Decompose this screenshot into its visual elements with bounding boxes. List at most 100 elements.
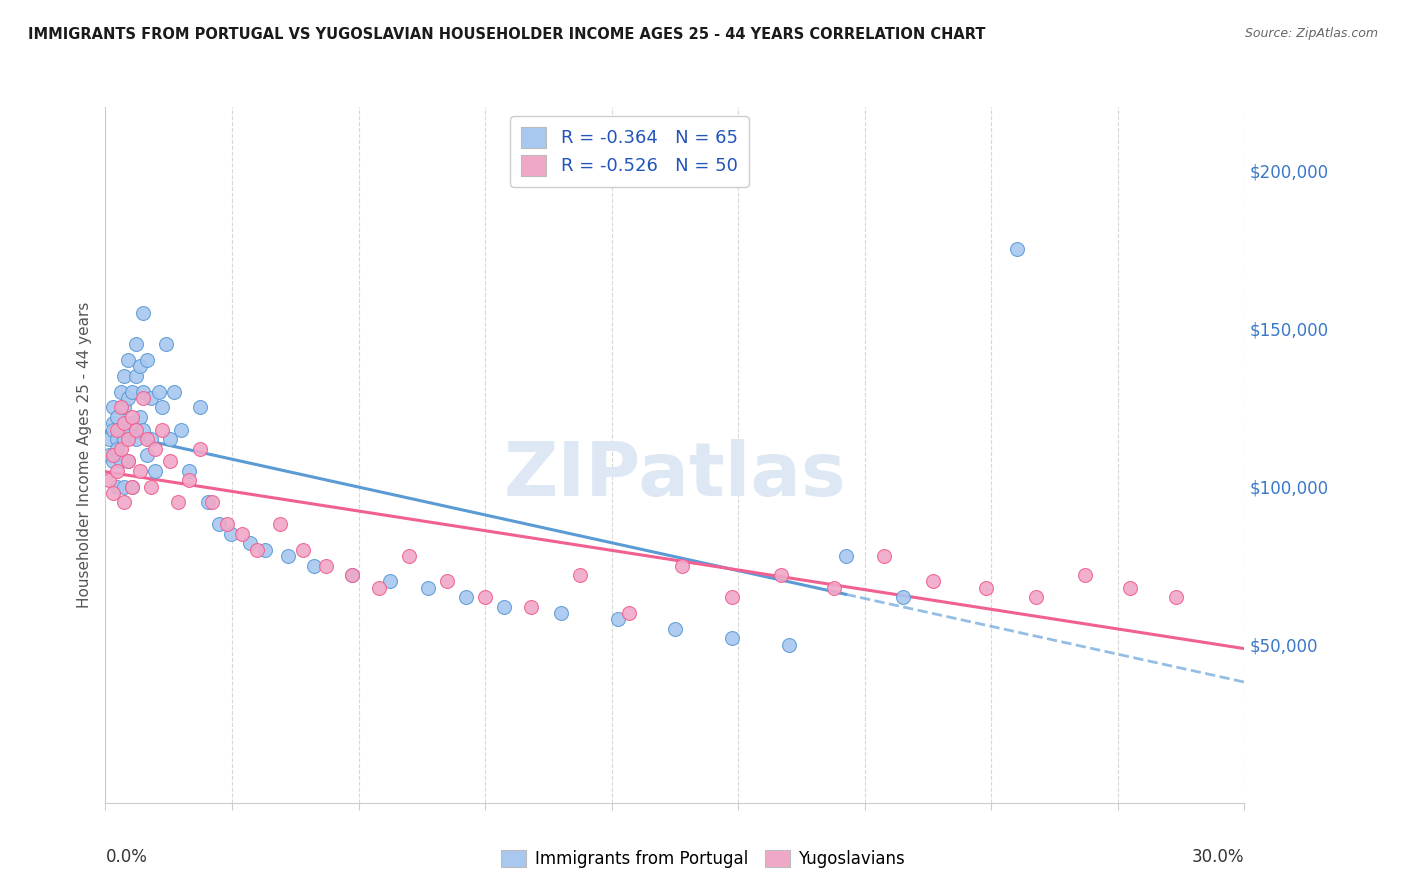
Point — [121, 409, 143, 424]
Point — [101, 417, 124, 431]
Point — [132, 305, 155, 319]
Point — [1119, 581, 1142, 595]
Text: Source: ZipAtlas.com: Source: ZipAtlas.com — [1244, 27, 1378, 40]
Point — [139, 479, 162, 493]
Point — [778, 638, 800, 652]
Point — [239, 536, 262, 550]
Point — [148, 384, 170, 399]
Point — [121, 417, 143, 431]
Point — [117, 353, 139, 368]
Point — [105, 442, 128, 456]
Point — [105, 464, 128, 478]
Point — [721, 591, 744, 605]
Point — [136, 432, 159, 446]
Point — [340, 568, 363, 582]
Point — [98, 448, 121, 462]
Point — [105, 479, 128, 493]
Point — [125, 423, 148, 437]
Point — [101, 448, 124, 462]
Point — [117, 432, 139, 446]
Point — [98, 473, 121, 487]
Point — [101, 454, 124, 468]
Point — [418, 581, 440, 595]
Point — [110, 401, 132, 415]
Point — [121, 479, 143, 493]
Point — [110, 384, 132, 399]
Legend: Immigrants from Portugal, Yugoslavians: Immigrants from Portugal, Yugoslavians — [495, 843, 911, 875]
Point — [367, 581, 389, 595]
Point — [159, 432, 181, 446]
Point — [132, 384, 155, 399]
Point — [872, 549, 894, 563]
Point — [114, 401, 135, 415]
Point — [188, 401, 212, 415]
Legend: R = -0.364   N = 65, R = -0.526   N = 50: R = -0.364 N = 65, R = -0.526 N = 50 — [510, 116, 748, 186]
Point — [101, 401, 124, 415]
Point — [105, 423, 128, 437]
Point — [492, 599, 515, 614]
Point — [125, 337, 148, 351]
Point — [177, 473, 200, 487]
Point — [1005, 243, 1028, 257]
Point — [568, 568, 592, 582]
Text: IMMIGRANTS FROM PORTUGAL VS YUGOSLAVIAN HOUSEHOLDER INCOME AGES 25 - 44 YEARS CO: IMMIGRANTS FROM PORTUGAL VS YUGOSLAVIAN … — [28, 27, 986, 42]
Text: 0.0%: 0.0% — [105, 848, 148, 866]
Point — [125, 432, 148, 446]
Point — [110, 442, 132, 456]
Point — [231, 527, 253, 541]
Point — [152, 401, 174, 415]
Point — [1164, 591, 1187, 605]
Point — [619, 606, 641, 620]
Point — [117, 391, 139, 405]
Point — [114, 417, 135, 431]
Point — [132, 423, 155, 437]
Point — [246, 542, 269, 557]
Y-axis label: Householder Income Ages 25 - 44 years: Householder Income Ages 25 - 44 years — [76, 301, 91, 608]
Point — [143, 464, 166, 478]
Point — [114, 368, 135, 383]
Point — [378, 574, 402, 589]
Point — [253, 542, 276, 557]
Point — [974, 581, 997, 595]
Point — [128, 409, 150, 424]
Point — [159, 454, 181, 468]
Point — [197, 495, 219, 509]
Point — [132, 391, 155, 405]
Point — [519, 599, 541, 614]
Point — [770, 568, 793, 582]
Point — [125, 368, 148, 383]
Point — [436, 574, 458, 589]
Point — [101, 486, 124, 500]
Point — [98, 432, 121, 446]
Point — [114, 479, 135, 493]
Point — [155, 337, 177, 351]
Point — [121, 479, 143, 493]
Point — [177, 464, 200, 478]
Point — [163, 384, 186, 399]
Point — [201, 495, 224, 509]
Point — [128, 359, 150, 374]
Point — [823, 581, 845, 595]
Point — [110, 454, 132, 468]
Point — [269, 517, 291, 532]
Point — [143, 442, 166, 456]
Point — [219, 527, 242, 541]
Point — [456, 591, 478, 605]
Point — [922, 574, 945, 589]
Point — [105, 409, 128, 424]
Point — [721, 632, 744, 646]
Text: 30.0%: 30.0% — [1192, 848, 1244, 866]
Point — [315, 558, 337, 573]
Point — [117, 454, 139, 468]
Point — [139, 432, 162, 446]
Point — [152, 423, 174, 437]
Point — [340, 568, 363, 582]
Point — [166, 495, 188, 509]
Point — [105, 432, 128, 446]
Point — [1074, 568, 1097, 582]
Point — [398, 549, 420, 563]
Text: ZIPatlas: ZIPatlas — [503, 439, 846, 512]
Point — [277, 549, 299, 563]
Point — [170, 423, 193, 437]
Point — [110, 423, 132, 437]
